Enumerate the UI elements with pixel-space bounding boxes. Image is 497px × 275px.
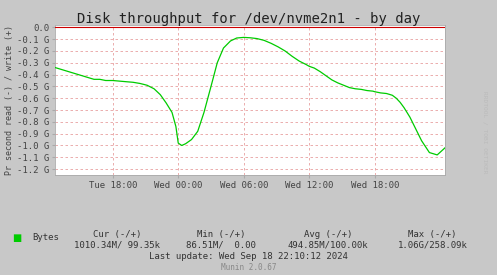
Text: 1.06G/258.09k: 1.06G/258.09k [398,241,467,250]
Text: Last update: Wed Sep 18 22:10:12 2024: Last update: Wed Sep 18 22:10:12 2024 [149,252,348,261]
Text: Cur (-/+): Cur (-/+) [92,230,141,239]
Text: ■: ■ [12,233,22,243]
Text: 1010.34M/ 99.35k: 1010.34M/ 99.35k [74,241,160,250]
Y-axis label: Pr second read (-) / write (+): Pr second read (-) / write (+) [5,25,14,175]
Text: Bytes: Bytes [32,233,59,242]
Text: Munin 2.0.67: Munin 2.0.67 [221,263,276,272]
Text: Min (-/+): Min (-/+) [197,230,246,239]
Text: Disk throughput for /dev/nvme2n1 - by day: Disk throughput for /dev/nvme2n1 - by da… [77,12,420,26]
Text: 494.85M/100.00k: 494.85M/100.00k [288,241,368,250]
Text: Max (-/+): Max (-/+) [408,230,457,239]
Text: 86.51M/  0.00: 86.51M/ 0.00 [186,241,256,250]
Text: Avg (-/+): Avg (-/+) [304,230,352,239]
Text: RRDTOOL / TOBI OETIKER: RRDTOOL / TOBI OETIKER [482,91,487,173]
